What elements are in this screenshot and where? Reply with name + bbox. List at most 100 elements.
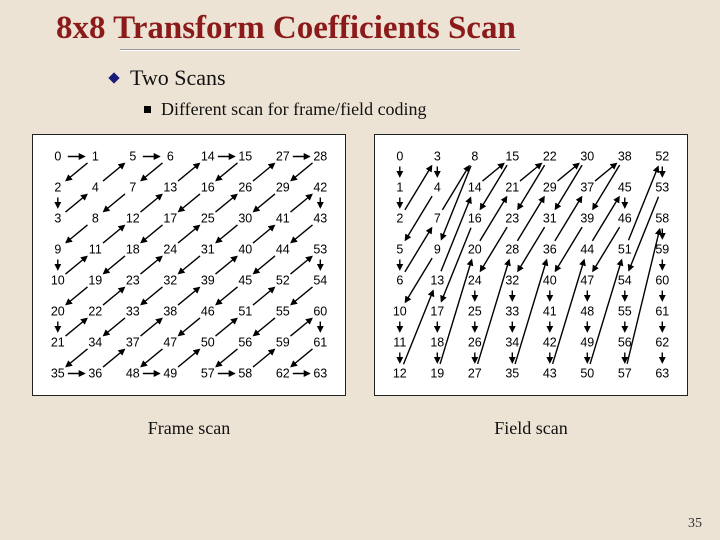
svg-text:13: 13 bbox=[430, 274, 444, 288]
svg-text:31: 31 bbox=[543, 212, 557, 226]
svg-text:26: 26 bbox=[238, 181, 252, 195]
svg-text:6: 6 bbox=[167, 150, 174, 164]
svg-text:60: 60 bbox=[313, 305, 327, 319]
sub-bullet-1-text: Different scan for frame/field coding bbox=[161, 99, 427, 120]
svg-text:44: 44 bbox=[580, 243, 594, 257]
svg-text:23: 23 bbox=[126, 274, 140, 288]
svg-text:4: 4 bbox=[434, 181, 441, 195]
svg-text:17: 17 bbox=[430, 305, 444, 319]
svg-text:37: 37 bbox=[126, 336, 140, 350]
svg-text:62: 62 bbox=[276, 367, 290, 381]
svg-text:47: 47 bbox=[163, 336, 177, 350]
svg-text:39: 39 bbox=[201, 274, 215, 288]
slide-title: 8x8 Transform Coefficients Scan bbox=[0, 0, 720, 47]
svg-text:55: 55 bbox=[276, 305, 290, 319]
sub-bullet-row-1: Different scan for frame/field coding bbox=[110, 99, 720, 120]
svg-text:12: 12 bbox=[126, 212, 140, 226]
svg-text:57: 57 bbox=[201, 367, 215, 381]
svg-text:6: 6 bbox=[396, 274, 403, 288]
svg-text:15: 15 bbox=[238, 150, 252, 164]
svg-text:54: 54 bbox=[618, 274, 632, 288]
svg-text:10: 10 bbox=[393, 305, 407, 319]
svg-text:49: 49 bbox=[163, 367, 177, 381]
svg-text:55: 55 bbox=[618, 305, 632, 319]
svg-text:19: 19 bbox=[430, 367, 444, 381]
svg-text:38: 38 bbox=[163, 305, 177, 319]
svg-text:45: 45 bbox=[238, 274, 252, 288]
svg-text:46: 46 bbox=[201, 305, 215, 319]
svg-text:34: 34 bbox=[505, 336, 519, 350]
svg-text:3: 3 bbox=[54, 212, 61, 226]
svg-text:5: 5 bbox=[396, 243, 403, 257]
svg-text:54: 54 bbox=[313, 274, 327, 288]
svg-text:59: 59 bbox=[276, 336, 290, 350]
svg-text:9: 9 bbox=[434, 243, 441, 257]
frame-scan-block: 0156141527282471316262942381217253041439… bbox=[32, 134, 346, 439]
svg-text:40: 40 bbox=[238, 243, 252, 257]
svg-text:8: 8 bbox=[92, 212, 99, 226]
svg-text:24: 24 bbox=[468, 274, 482, 288]
svg-text:48: 48 bbox=[580, 305, 594, 319]
svg-text:56: 56 bbox=[238, 336, 252, 350]
svg-text:25: 25 bbox=[201, 212, 215, 226]
svg-text:29: 29 bbox=[276, 181, 290, 195]
bullet-row-1: Two Scans bbox=[110, 65, 720, 91]
svg-text:63: 63 bbox=[655, 367, 669, 381]
svg-text:9: 9 bbox=[54, 243, 61, 257]
svg-text:42: 42 bbox=[313, 181, 327, 195]
svg-text:7: 7 bbox=[129, 181, 136, 195]
svg-text:1: 1 bbox=[396, 181, 403, 195]
svg-text:18: 18 bbox=[430, 336, 444, 350]
svg-text:58: 58 bbox=[655, 212, 669, 226]
svg-text:32: 32 bbox=[505, 274, 519, 288]
svg-text:47: 47 bbox=[580, 274, 594, 288]
svg-text:56: 56 bbox=[618, 336, 632, 350]
svg-text:22: 22 bbox=[543, 150, 557, 164]
svg-text:10: 10 bbox=[51, 274, 65, 288]
svg-text:1: 1 bbox=[92, 150, 99, 164]
svg-text:39: 39 bbox=[580, 212, 594, 226]
field-scan-diagram: 0381522303852141421293745532716233139465… bbox=[374, 134, 688, 396]
svg-text:16: 16 bbox=[201, 181, 215, 195]
svg-text:46: 46 bbox=[618, 212, 632, 226]
svg-text:27: 27 bbox=[276, 150, 290, 164]
svg-text:53: 53 bbox=[655, 181, 669, 195]
svg-text:43: 43 bbox=[313, 212, 327, 226]
svg-text:29: 29 bbox=[543, 181, 557, 195]
svg-text:31: 31 bbox=[201, 243, 215, 257]
svg-text:28: 28 bbox=[505, 243, 519, 257]
svg-text:32: 32 bbox=[163, 274, 177, 288]
svg-text:52: 52 bbox=[655, 150, 669, 164]
svg-text:26: 26 bbox=[468, 336, 482, 350]
svg-text:45: 45 bbox=[618, 181, 632, 195]
svg-text:51: 51 bbox=[618, 243, 632, 257]
svg-text:30: 30 bbox=[580, 150, 594, 164]
svg-text:3: 3 bbox=[434, 150, 441, 164]
svg-text:58: 58 bbox=[238, 367, 252, 381]
field-scan-block: 0381522303852141421293745532716233139465… bbox=[374, 134, 688, 439]
svg-text:19: 19 bbox=[88, 274, 102, 288]
page-number: 35 bbox=[688, 516, 702, 532]
svg-text:16: 16 bbox=[468, 212, 482, 226]
svg-text:52: 52 bbox=[276, 274, 290, 288]
svg-text:27: 27 bbox=[468, 367, 482, 381]
diamond-bullet-icon bbox=[108, 72, 119, 83]
svg-text:38: 38 bbox=[618, 150, 632, 164]
diagrams-row: 0156141527282471316262942381217253041439… bbox=[0, 120, 720, 439]
svg-text:51: 51 bbox=[238, 305, 252, 319]
svg-text:49: 49 bbox=[580, 336, 594, 350]
svg-text:34: 34 bbox=[88, 336, 102, 350]
svg-text:7: 7 bbox=[434, 212, 441, 226]
svg-text:62: 62 bbox=[655, 336, 669, 350]
svg-text:14: 14 bbox=[201, 150, 215, 164]
svg-text:20: 20 bbox=[51, 305, 65, 319]
svg-text:37: 37 bbox=[580, 181, 594, 195]
svg-text:13: 13 bbox=[163, 181, 177, 195]
svg-text:2: 2 bbox=[396, 212, 403, 226]
svg-text:15: 15 bbox=[505, 150, 519, 164]
svg-text:41: 41 bbox=[276, 212, 290, 226]
svg-text:18: 18 bbox=[126, 243, 140, 257]
svg-text:17: 17 bbox=[163, 212, 177, 226]
svg-text:33: 33 bbox=[505, 305, 519, 319]
svg-text:36: 36 bbox=[543, 243, 557, 257]
